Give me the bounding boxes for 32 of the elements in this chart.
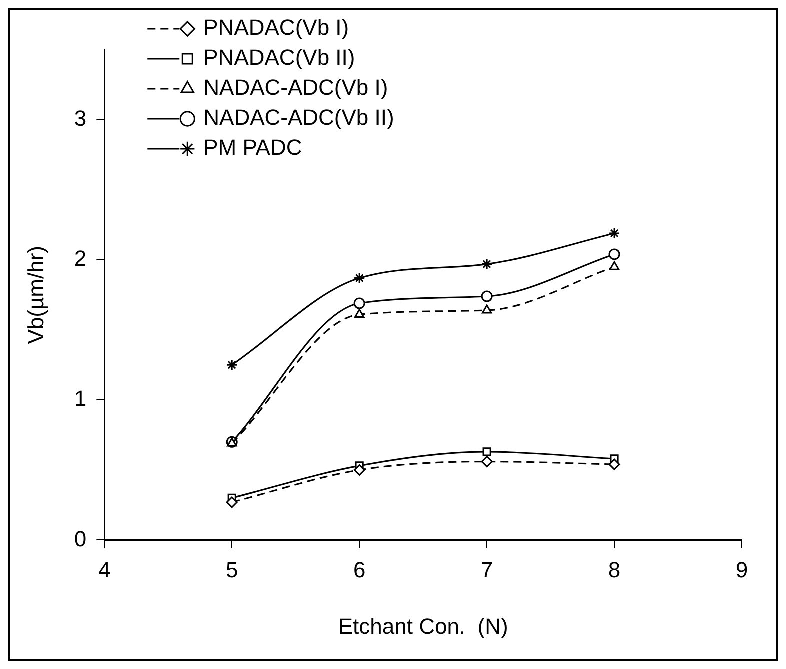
point — [354, 298, 366, 310]
point — [226, 496, 238, 508]
point — [481, 456, 493, 468]
x-tick-label: 6 — [353, 557, 366, 582]
y-axis-title: Vb(µm/hr) — [23, 246, 48, 344]
legend-label: NADAC-ADC(Vb I) — [204, 75, 388, 100]
x-tick-label: 4 — [98, 557, 111, 582]
x-axis-title: Etchant Con. (N) — [338, 614, 508, 639]
legend-label: PM PADC — [204, 135, 302, 160]
point — [354, 464, 366, 476]
y-tick-label: 0 — [74, 526, 87, 552]
point — [226, 359, 238, 371]
point — [608, 248, 620, 260]
point — [482, 304, 492, 314]
x-tick-label: 5 — [226, 557, 238, 582]
x-tick-label: 9 — [736, 557, 748, 582]
point — [482, 448, 492, 456]
y-tick-label: 3 — [74, 106, 87, 132]
x-tick-label: 7 — [480, 557, 494, 582]
legend-label: NADAC-ADC(Vb II) — [204, 105, 394, 130]
point — [609, 261, 620, 270]
point — [481, 290, 493, 302]
legend-label: PNADAC(Vb I) — [204, 15, 350, 40]
point — [354, 308, 365, 318]
point — [354, 272, 366, 284]
legend-label: PNADAC(Vb II) — [204, 45, 356, 70]
point — [481, 258, 493, 270]
y-tick-label: 2 — [74, 246, 87, 272]
y-tick-label: 1 — [74, 386, 87, 412]
point — [608, 228, 620, 240]
x-tick-label: 8 — [608, 557, 621, 582]
point — [608, 458, 620, 470]
